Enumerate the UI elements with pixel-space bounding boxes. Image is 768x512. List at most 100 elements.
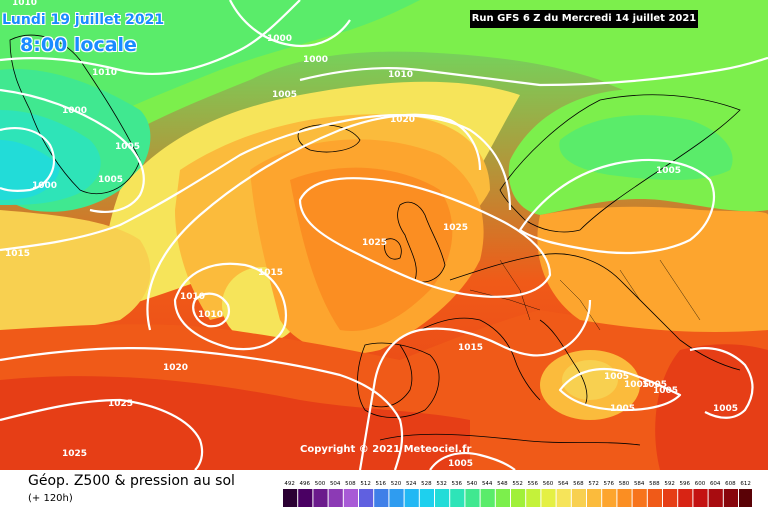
isobar-1010-low xyxy=(192,292,230,328)
color-scale-label: 596 xyxy=(680,481,691,487)
isobar-label: 1000 xyxy=(303,55,328,65)
isobar-1000-greenland xyxy=(0,127,55,192)
color-scale-swatch xyxy=(587,489,602,507)
color-scale-swatch xyxy=(739,489,752,507)
isobar-1005-sahara xyxy=(429,452,516,470)
color-scale-label: 532 xyxy=(436,481,447,487)
geopotential-band-east xyxy=(655,344,768,470)
color-scale-swatch xyxy=(723,489,738,507)
color-scale-label: 504 xyxy=(330,481,341,487)
color-scale-swatch xyxy=(343,489,358,507)
color-scale-swatch xyxy=(495,489,510,507)
isobar-label: 1005 xyxy=(624,380,649,390)
geopotential-band-east-europe xyxy=(537,206,768,332)
isobar-label: 1005 xyxy=(272,90,297,100)
iceland-coastline xyxy=(297,124,361,153)
color-scale: 492 496 500 504 508 512 516 520 524 528 532 536 540 5… xyxy=(283,481,752,507)
geopotential-band-532 xyxy=(0,140,60,200)
color-scale-label: 492 xyxy=(284,481,295,487)
color-scale-label: 528 xyxy=(421,481,432,487)
color-scale-swatch xyxy=(404,489,419,507)
isobar-label: 1005 xyxy=(448,459,473,469)
color-scale-swatch xyxy=(556,489,571,507)
color-scale-swatch xyxy=(708,489,723,507)
isobar-label: 1005 xyxy=(653,386,678,396)
color-scale-swatch xyxy=(571,489,586,507)
color-scale-swatch xyxy=(480,489,495,507)
color-scale-label: 604 xyxy=(710,481,721,487)
isobar-label: 1025 xyxy=(443,223,468,233)
color-scale-label: 516 xyxy=(376,481,387,487)
forecast-hour: (+ 120h) xyxy=(28,493,73,504)
color-scale-label: 544 xyxy=(482,481,493,487)
copyright-notice: Copyright © 2021 Meteociel.fr xyxy=(300,444,472,455)
isobar-label: 1010 xyxy=(198,310,223,320)
isobar-label: 1020 xyxy=(163,363,188,373)
isobar-1010-arctic xyxy=(299,56,768,87)
color-scale-label: 520 xyxy=(391,481,402,487)
color-scale-swatch xyxy=(283,489,298,507)
color-scale-label: 580 xyxy=(619,481,630,487)
isobar-label: 1000 xyxy=(32,181,57,191)
isobar-labels: 1010 1000 1000 1010 1005 1010 1000 1005 1000 1005… xyxy=(5,0,738,469)
color-scale-swatch xyxy=(435,489,450,507)
color-scale-label: 536 xyxy=(452,481,463,487)
scandinavia-coastline xyxy=(499,94,741,233)
color-scale-swatch xyxy=(313,489,328,507)
isobar-label: 1025 xyxy=(362,238,387,248)
color-scale-label: 508 xyxy=(345,481,356,487)
legend-footer: Géop. Z500 & pression au sol (+ 120h) 49… xyxy=(0,470,768,512)
color-scale-label: 496 xyxy=(300,481,311,487)
geopotential-band-568 xyxy=(0,210,151,330)
color-scale-label: 584 xyxy=(634,481,645,487)
isobar-label: 1000 xyxy=(267,34,292,44)
isobar-1020-south xyxy=(0,346,404,470)
isobar-label: 1005 xyxy=(642,380,667,390)
color-scale-swatch xyxy=(359,489,374,507)
color-scale-label: 564 xyxy=(558,481,569,487)
color-scale-swatch xyxy=(541,489,556,507)
color-scale-swatch xyxy=(526,489,541,507)
isobar-label: 1025 xyxy=(62,449,87,459)
isobar-label: 1015 xyxy=(258,268,283,278)
color-scale-swatch xyxy=(511,489,526,507)
valid-date: Lundi 19 juillet 2021 xyxy=(2,12,165,28)
color-scale-label: 588 xyxy=(649,481,660,487)
isobar-1005-east xyxy=(689,347,754,419)
pressure-geopotential-map: 1010 1000 1000 1010 1005 1010 1000 1005 1000 1005… xyxy=(0,0,768,470)
isobar-label: 1010 xyxy=(92,68,117,78)
isobar-label: 1015 xyxy=(5,249,30,259)
color-scale-swatch xyxy=(647,489,662,507)
greenland-coastline xyxy=(9,34,141,195)
geopotential-band-580 xyxy=(290,167,453,331)
isobar-label: 1015 xyxy=(458,343,483,353)
color-scale-label: 552 xyxy=(512,481,523,487)
isobar-1015-low xyxy=(173,262,288,351)
color-scale-label: 612 xyxy=(740,481,751,487)
run-info: Run GFS 6 Z du Mercredi 14 juillet 2021 xyxy=(470,10,698,28)
color-scale-label: 500 xyxy=(315,481,326,487)
isobar-1015-south xyxy=(358,299,592,470)
isobar-label: 1020 xyxy=(390,115,415,125)
color-scale-label: 572 xyxy=(588,481,599,487)
color-scale-swatch xyxy=(389,489,404,507)
color-scale-swatch xyxy=(465,489,480,507)
color-scale-label: 560 xyxy=(543,481,554,487)
color-scale-label: 524 xyxy=(406,481,417,487)
isobar-1005-greenland xyxy=(0,88,145,213)
color-scale-label: 576 xyxy=(604,481,615,487)
isobar-label: 1000 xyxy=(62,106,87,116)
color-scale-label: 548 xyxy=(497,481,508,487)
color-scale-label: 568 xyxy=(573,481,584,487)
color-scale-swatch xyxy=(328,489,343,507)
color-scale-swatch xyxy=(419,489,434,507)
isobar-1025-high xyxy=(298,177,552,298)
isobar-label: 1010 xyxy=(388,70,413,80)
isobar-1005-scandinavia xyxy=(518,158,715,255)
isobar-label: 1025 xyxy=(108,399,133,409)
isobar-label: 1010 xyxy=(12,0,37,8)
country-borders xyxy=(469,259,701,331)
valid-time: 8:00 locale xyxy=(20,34,137,56)
isobar-label: 1005 xyxy=(713,404,738,414)
